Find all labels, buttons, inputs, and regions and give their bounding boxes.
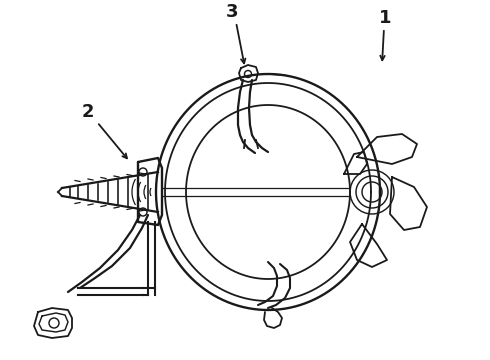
Text: 2: 2 xyxy=(82,103,94,121)
Text: 1: 1 xyxy=(379,9,391,27)
Text: 3: 3 xyxy=(226,3,238,21)
